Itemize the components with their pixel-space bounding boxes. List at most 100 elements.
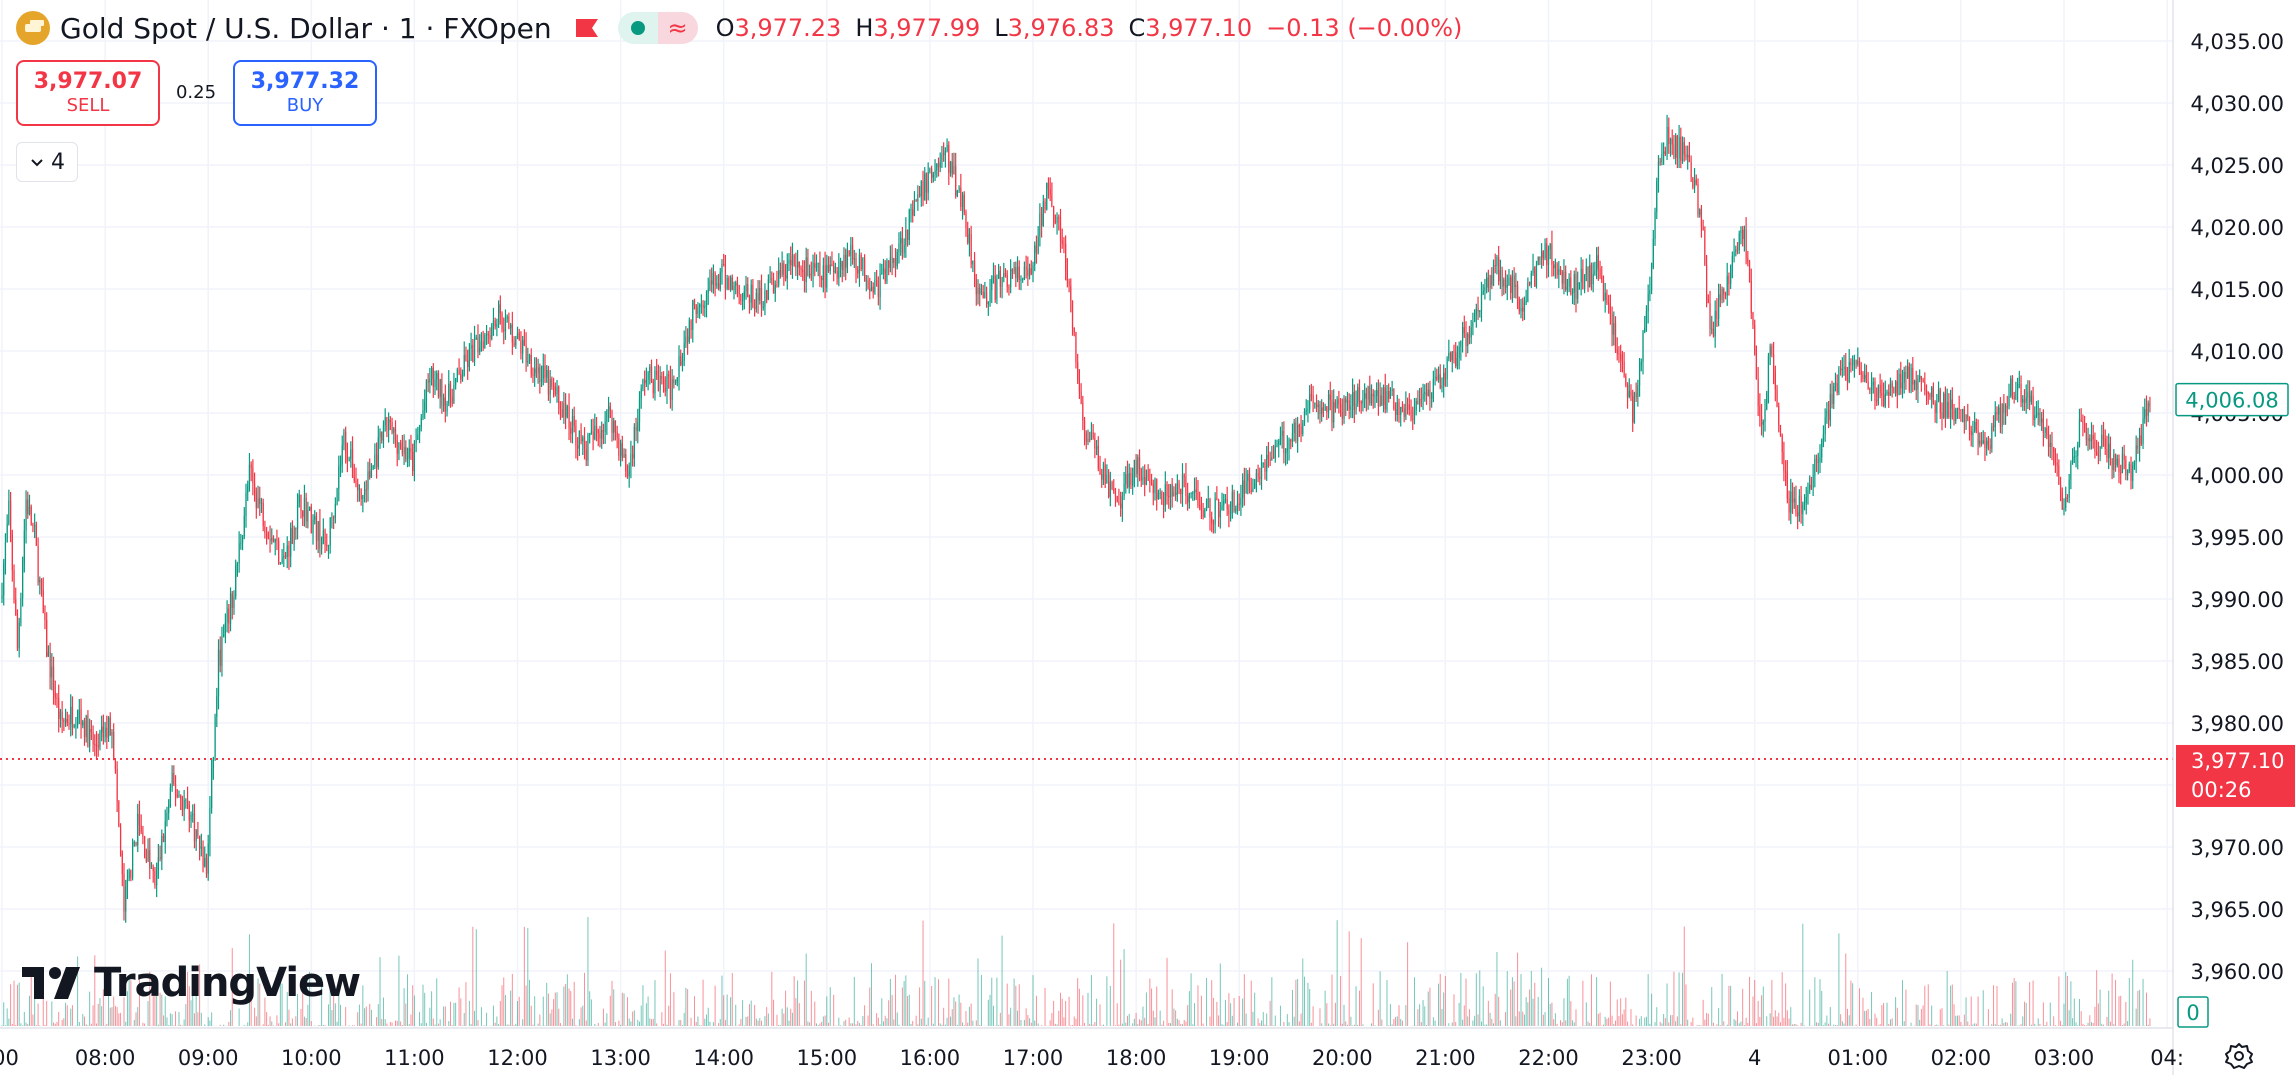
candle-body <box>1022 279 1024 281</box>
candle-body <box>618 437 620 456</box>
volume-bar <box>159 992 161 1026</box>
candle-body <box>97 745 99 748</box>
volume-bar <box>444 1006 446 1026</box>
candle-body <box>44 612 46 620</box>
volume-bar <box>1826 1015 1828 1026</box>
volume-bar <box>434 1024 436 1026</box>
candle-body <box>1766 392 1768 410</box>
volume-bar <box>1051 1013 1053 1026</box>
volume-bar <box>563 986 565 1026</box>
volume-bar <box>589 991 591 1026</box>
volume-bar <box>1797 1025 1799 1026</box>
candle-body <box>1448 352 1450 359</box>
candle-body <box>221 636 223 666</box>
candle-body <box>274 538 276 543</box>
volume-bar <box>291 1018 293 1026</box>
candle-body <box>633 427 635 459</box>
volume-bar <box>453 1002 455 1026</box>
candle-body <box>513 342 515 346</box>
candle-body <box>1154 479 1156 494</box>
candle-body <box>345 431 347 452</box>
candle-body <box>229 593 232 624</box>
candle-body <box>719 272 721 290</box>
candle-body <box>1941 412 1943 419</box>
symbol-header: Gold Spot / U.S. Dollar · 1 · FXOpen ≈ O… <box>16 8 1462 48</box>
candle-body <box>2073 456 2075 458</box>
candle-body <box>1618 353 1620 355</box>
volume-bar <box>1455 1022 1457 1026</box>
volume-bar <box>192 978 194 1026</box>
flag-icon[interactable] <box>575 19 598 37</box>
candle-body <box>561 408 563 417</box>
volume-bar <box>798 1003 800 1026</box>
candle-body <box>491 325 493 339</box>
candle-body <box>1680 136 1682 161</box>
volume-bar <box>761 1020 763 1026</box>
candle-body <box>1852 364 1854 366</box>
candle-body <box>1394 408 1397 415</box>
volume-bar <box>1541 967 1543 1026</box>
candle-body <box>1181 475 1184 495</box>
time-axis[interactable]: :0008:0009:0010:0011:0012:0013:0014:0015… <box>0 1027 2184 1070</box>
candle-body <box>1972 431 1974 435</box>
volume-bar <box>2063 1003 2065 1026</box>
volume-bar <box>1647 974 1649 1026</box>
price-tick-label: 4,020.00 <box>2190 216 2284 240</box>
volume-bar <box>972 1020 974 1026</box>
volume-bar <box>1444 976 1446 1026</box>
gear-icon[interactable] <box>2224 1041 2254 1071</box>
price-axis[interactable]: 4,035.004,030.004,025.004,020.004,015.00… <box>2172 0 2284 1075</box>
volume-bar <box>652 1018 654 1026</box>
volume-bar <box>2037 1018 2039 1026</box>
candle-body <box>1621 359 1623 362</box>
candle-body <box>644 379 646 384</box>
volume-bar <box>958 994 960 1026</box>
candle-body <box>180 795 182 799</box>
market-status-pill[interactable]: ≈ <box>617 12 698 44</box>
candle-body <box>876 279 878 286</box>
candle-body <box>1482 290 1484 295</box>
volume-bar <box>1273 1025 1275 1026</box>
volume-bar <box>1133 1018 1135 1026</box>
volume-bar <box>448 1021 450 1026</box>
volume-bar <box>381 1018 383 1026</box>
volume-bar <box>195 974 197 1026</box>
candle-body <box>1346 400 1349 403</box>
volume-bar <box>525 985 527 1026</box>
sell-button[interactable]: 3,977.07 SELL <box>16 60 160 126</box>
candle-body <box>1132 475 1134 486</box>
volume-bar <box>1159 1010 1161 1026</box>
volume-bar <box>884 1015 886 1026</box>
candle-body <box>1226 499 1228 510</box>
candle-body <box>188 805 190 821</box>
candle-body <box>1180 488 1182 495</box>
volume-bar <box>693 996 695 1026</box>
gold-coin-icon[interactable] <box>16 11 50 45</box>
volume-bar <box>431 991 433 1026</box>
tradingview-logo[interactable]: TradingView <box>22 960 361 1006</box>
candle-body <box>1752 312 1754 325</box>
candle-body <box>1848 362 1850 382</box>
volume-bar <box>915 1015 917 1026</box>
candle-body <box>1989 445 1991 449</box>
candle-body <box>207 843 209 874</box>
symbol-title[interactable]: Gold Spot / U.S. Dollar · 1 · FXOpen <box>60 11 552 45</box>
volume-bar <box>439 1019 441 1026</box>
candle-body <box>1869 388 1871 391</box>
volume-bar <box>895 974 897 1026</box>
buy-button[interactable]: 3,977.32 BUY <box>233 60 377 126</box>
volume-bar <box>333 993 335 1026</box>
candle-body <box>1955 409 1957 421</box>
candle-body <box>815 263 818 268</box>
volume-bar <box>621 992 623 1026</box>
candle-body <box>669 376 672 400</box>
volume-bar <box>848 1017 850 1026</box>
candle-body <box>1656 181 1658 212</box>
volume-bar <box>1950 985 1952 1026</box>
indicators-collapse-button[interactable]: 4 <box>16 142 78 182</box>
candle-body <box>688 320 690 342</box>
volume-bar <box>1230 1003 1232 1026</box>
volume-bar <box>810 990 812 1026</box>
tradingview-wordmark: TradingView <box>94 960 361 1006</box>
